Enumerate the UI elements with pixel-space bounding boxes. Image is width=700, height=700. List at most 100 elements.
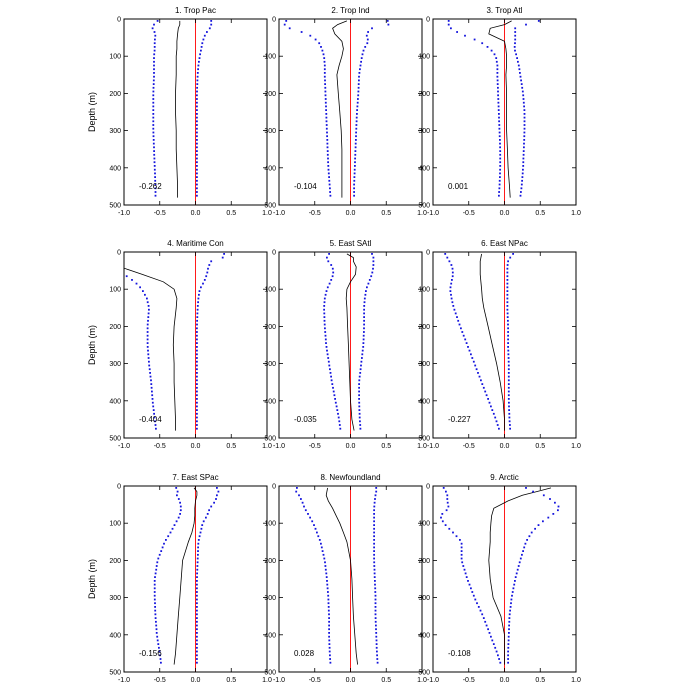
lower-bound-dot xyxy=(309,516,311,519)
x-tick-label: -1.0 xyxy=(427,443,439,450)
upper-bound-dot xyxy=(206,271,209,274)
lower-bound-dot xyxy=(153,31,156,33)
lower-bound-dot xyxy=(327,598,330,601)
upper-bound-dot xyxy=(514,27,517,30)
upper-bound-dot xyxy=(542,520,544,523)
lower-bound-dot xyxy=(487,628,489,631)
upper-bound-dot xyxy=(523,135,526,138)
lower-bound-dot xyxy=(139,286,141,289)
lower-bound-dot xyxy=(460,550,463,552)
x-tick-label: 0.5 xyxy=(535,443,545,450)
upper-bound-dot xyxy=(507,658,509,660)
upper-bound-dot xyxy=(554,501,556,504)
upper-bound-dot xyxy=(196,187,198,190)
upper-bound-dot xyxy=(373,542,375,545)
upper-bound-dot xyxy=(196,357,198,359)
lower-bound-dot xyxy=(499,168,501,171)
lower-bound-dot xyxy=(177,516,180,519)
lower-bound-dot xyxy=(498,658,500,660)
x-tick-label: 0.0 xyxy=(346,210,356,217)
y-tick-label: 0 xyxy=(426,484,430,491)
upper-bound-dot xyxy=(196,632,198,634)
upper-bound-dot xyxy=(507,338,509,341)
upper-bound-dot xyxy=(508,401,510,404)
lower-bound-dot xyxy=(328,650,331,653)
lower-bound-dot xyxy=(337,416,340,419)
y-tick-label: 300 xyxy=(418,595,430,602)
panel-stat: -0.404 xyxy=(139,415,162,424)
upper-bound-dot xyxy=(523,116,526,119)
lower-bound-dot xyxy=(152,79,155,82)
upper-bound-dot xyxy=(199,53,201,56)
lower-bound-dot xyxy=(318,539,321,541)
lower-bound-dot xyxy=(447,505,450,508)
upper-bound-dot xyxy=(196,79,199,82)
upper-bound-dot xyxy=(521,172,524,175)
upper-bound-dot xyxy=(196,383,198,385)
lower-bound-dot xyxy=(323,319,326,322)
y-axis-title: Depth (m) xyxy=(87,325,97,365)
upper-bound-dot xyxy=(367,31,369,33)
x-tick-label: 1.0 xyxy=(417,677,427,684)
y-tick-label: 400 xyxy=(418,632,430,639)
upper-bound-dot xyxy=(196,168,198,171)
upper-bound-dot xyxy=(196,146,198,149)
upper-bound-dot xyxy=(372,260,375,263)
lower-bound-dot xyxy=(498,187,501,190)
lower-bound-dot xyxy=(324,327,326,330)
upper-bound-dot xyxy=(519,194,522,197)
upper-bound-dot xyxy=(506,271,509,274)
upper-bound-dot xyxy=(375,643,378,645)
upper-bound-dot xyxy=(507,654,509,657)
lower-bound-dot xyxy=(325,346,328,348)
lower-bound-dot xyxy=(449,286,452,289)
upper-bound-dot xyxy=(512,253,514,255)
upper-bound-dot xyxy=(196,98,198,100)
lower-bound-dot xyxy=(473,38,476,41)
lower-bound-dot xyxy=(496,75,499,78)
upper-bound-dot xyxy=(196,191,198,193)
lower-bound-dot xyxy=(318,42,321,45)
upper-bound-dot xyxy=(198,293,200,296)
upper-bound-dot xyxy=(196,338,198,341)
upper-bound-dot xyxy=(514,49,516,52)
lower-bound-dot xyxy=(163,542,165,545)
lower-bound-dot xyxy=(450,264,453,266)
lower-bound-dot xyxy=(321,550,324,552)
upper-bound-dot xyxy=(374,617,377,619)
lower-bound-dot xyxy=(148,308,150,311)
upper-bound-dot xyxy=(363,301,366,304)
lower-bound-dot xyxy=(179,505,182,508)
lower-bound-dot xyxy=(177,498,180,500)
lower-bound-dot xyxy=(339,427,342,430)
upper-bound-dot xyxy=(358,394,360,397)
lower-bound-dot xyxy=(328,364,331,367)
x-tick-label: 0.5 xyxy=(381,443,391,450)
upper-bound-dot xyxy=(516,568,519,571)
upper-bound-dot xyxy=(373,505,376,508)
lower-bound-dot xyxy=(332,386,334,389)
upper-bound-dot xyxy=(359,368,362,371)
upper-bound-dot xyxy=(371,253,373,255)
y-tick-label: 0 xyxy=(117,17,121,24)
lower-bound-dot xyxy=(146,297,148,300)
upper-bound-dot xyxy=(364,293,367,296)
upper-bound-dot xyxy=(217,490,220,493)
upper-bound-dot xyxy=(196,331,198,333)
upper-bound-dot xyxy=(517,565,520,567)
profile-group xyxy=(151,20,213,198)
upper-bound-dot xyxy=(196,172,198,175)
upper-bound-dot xyxy=(365,290,367,292)
lower-bound-dot xyxy=(446,256,449,259)
upper-bound-dot xyxy=(196,390,198,393)
upper-bound-dot xyxy=(508,405,510,408)
lower-bound-dot xyxy=(153,49,156,52)
profile-group xyxy=(153,487,220,665)
upper-bound-dot xyxy=(507,372,510,374)
upper-bound-dot xyxy=(196,409,198,411)
upper-bound-dot xyxy=(513,583,516,586)
upper-bound-dot xyxy=(522,168,524,171)
upper-bound-dot xyxy=(519,72,521,74)
lower-bound-dot xyxy=(460,542,463,545)
lower-bound-dot xyxy=(323,64,326,67)
